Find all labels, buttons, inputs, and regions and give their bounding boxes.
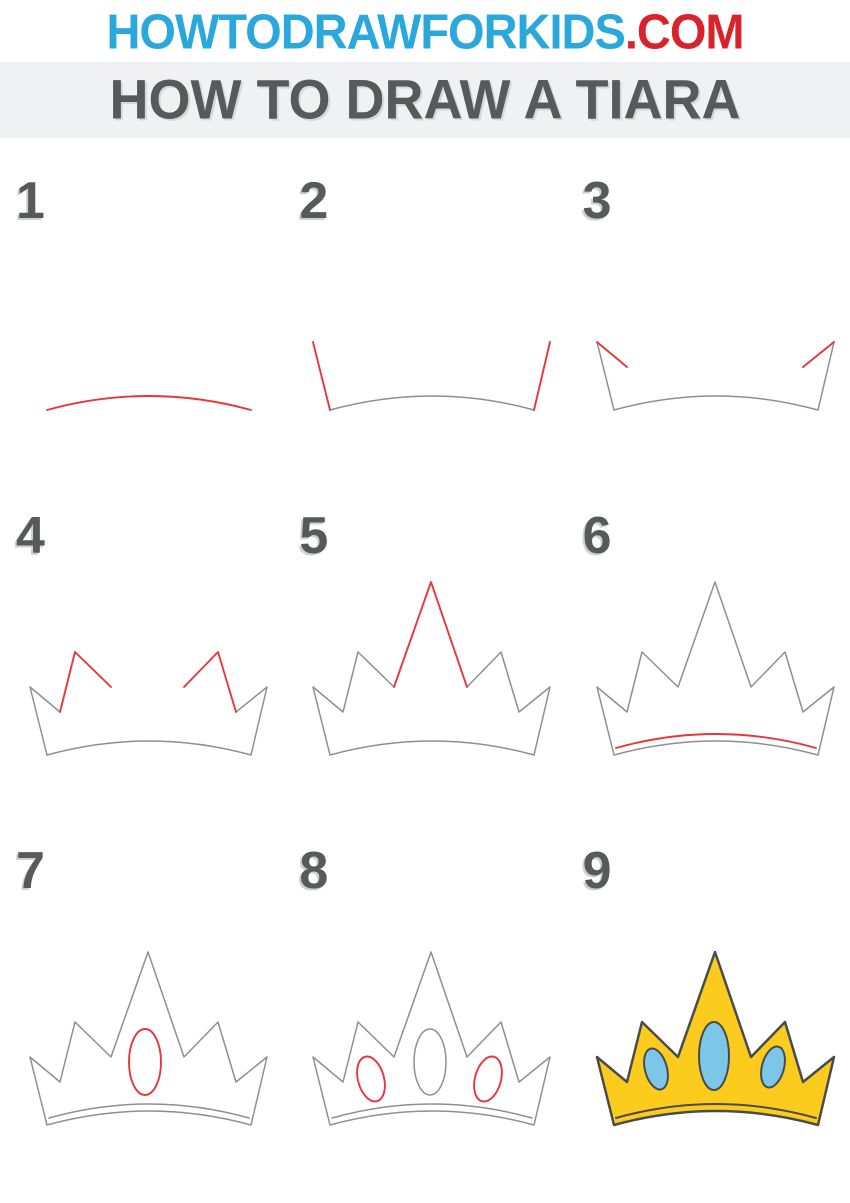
step-7-number: 7 [16,842,45,900]
tiara-outline [29,951,268,1126]
band-arc-dark [614,1103,817,1119]
step-3: 3 [567,170,850,505]
right-spikes [466,651,552,756]
step-4-number: 4 [16,507,45,565]
step-5-drawing [312,581,552,756]
tiara-base-arc-new [46,395,252,411]
tiara-outline [595,581,835,756]
center-gem-outline-new [128,1028,162,1096]
band-arc [48,1103,250,1119]
step-6: 6 [567,505,850,840]
step-7: 7 [0,840,283,1175]
step-7-drawing [29,951,268,1126]
tiara-base-arc [46,740,252,756]
step-2-drawing [312,341,552,411]
right-gem [759,1045,786,1089]
left-outer-spike-inner-new [595,341,628,368]
left-side-line [595,341,615,411]
right-side-line [816,341,835,411]
step-8: 8 [283,840,566,1175]
left-gem-outline-new [356,1055,387,1103]
step-1-drawing [46,395,252,411]
step-6-number: 6 [582,507,612,565]
center-gem-outline [413,1028,448,1096]
title-band: HOW TO DRAW A TIARA [0,62,850,138]
center-gem [697,1021,730,1091]
step-5: 5 [283,505,566,840]
logo-main-text: HOWTODRAWFORKIDS [106,3,625,59]
step-9-number: 9 [582,842,612,900]
right-side-line-new [533,341,552,411]
step-6-drawing [595,581,835,756]
step-9-drawing [595,950,835,1127]
step-8-number: 8 [299,842,329,900]
left-outer-spike [29,686,61,756]
steps-grid: 1 2 3 [0,170,850,1175]
left-spikes [312,651,396,756]
logo-tld-text: .COM [624,3,745,59]
right-outer-spike-inner-new [801,341,835,368]
step-1: 1 [0,170,283,505]
left-gem [642,1047,669,1091]
right-mid-spike-new [183,651,237,713]
left-mid-spike-new [59,651,112,713]
band-arc [331,1103,534,1119]
tiara-base-arc [612,395,819,411]
tiara-outline [312,951,552,1126]
right-outer-spike [235,686,268,756]
step-3-number: 3 [582,172,612,230]
step-3-drawing [595,341,835,411]
tiara-base-arc [329,740,536,756]
step-2: 2 [283,170,566,505]
right-gem-outline-new [473,1055,504,1103]
step-5-number: 5 [299,507,329,565]
central-spike-new [393,581,469,688]
band-arc-new [614,733,817,749]
step-2-number: 2 [299,172,329,230]
page-title: HOW TO DRAW A TIARA [109,69,741,131]
step-8-drawing [312,951,552,1126]
step-1-number: 1 [16,172,45,230]
left-side-line-new [312,341,332,411]
tiara-base-arc [329,395,536,411]
step-9: 9 [567,840,850,1175]
step-4-drawing [29,651,268,756]
site-logo: HOWTODRAWFORKIDS.COM [106,7,744,56]
site-header: HOWTODRAWFORKIDS.COM [0,0,850,62]
step-4: 4 [0,505,283,840]
